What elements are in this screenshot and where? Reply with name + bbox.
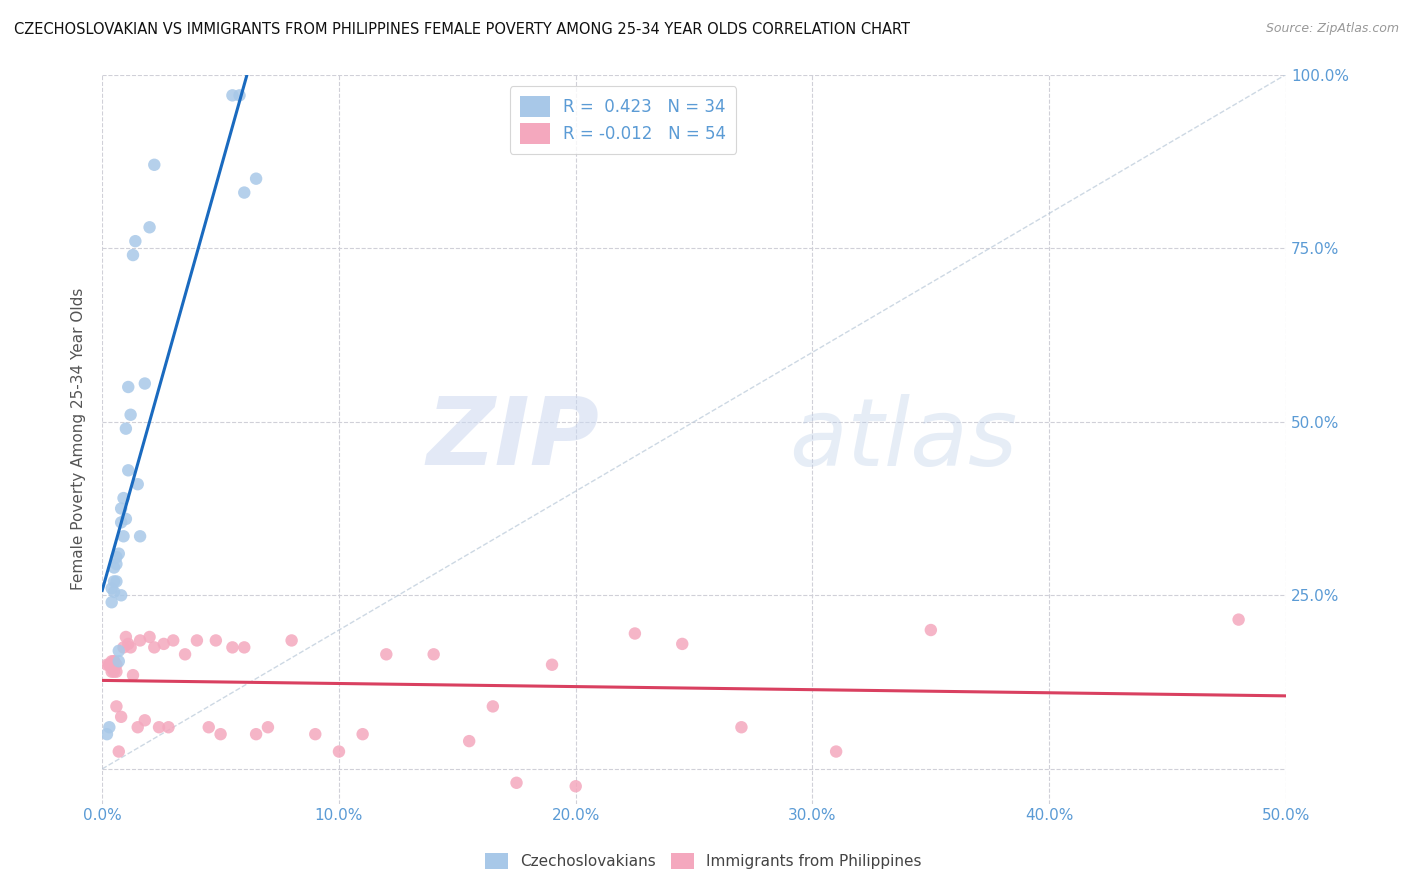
Point — [671, 637, 693, 651]
Point — [120, 640, 142, 655]
Point — [103, 665, 125, 679]
Point — [152, 637, 174, 651]
Point — [233, 186, 256, 200]
Point — [112, 640, 135, 655]
Point — [122, 668, 145, 682]
Legend: R =  0.423   N = 34, R = -0.012   N = 54: R = 0.423 N = 34, R = -0.012 N = 54 — [510, 87, 737, 153]
Point — [138, 630, 160, 644]
Point — [115, 422, 138, 436]
Point — [143, 158, 166, 172]
Text: CZECHOSLOVAKIAN VS IMMIGRANTS FROM PHILIPPINES FEMALE POVERTY AMONG 25-34 YEAR O: CZECHOSLOVAKIAN VS IMMIGRANTS FROM PHILI… — [14, 22, 910, 37]
Point — [105, 657, 128, 672]
Point — [221, 640, 243, 655]
Point — [134, 376, 156, 391]
Point — [112, 491, 135, 505]
Point — [280, 633, 302, 648]
Point — [209, 727, 232, 741]
Point — [107, 547, 129, 561]
Point — [127, 720, 149, 734]
Point — [107, 654, 129, 668]
Point — [825, 745, 848, 759]
Point — [107, 745, 129, 759]
Point — [1227, 613, 1250, 627]
Point — [148, 720, 170, 734]
Point — [422, 648, 444, 662]
Point — [103, 584, 125, 599]
Point — [134, 714, 156, 728]
Point — [115, 630, 138, 644]
Point — [105, 699, 128, 714]
Point — [129, 529, 152, 543]
Legend: Czechoslovakians, Immigrants from Philippines: Czechoslovakians, Immigrants from Philip… — [478, 847, 928, 875]
Point — [120, 408, 142, 422]
Point — [110, 588, 132, 602]
Point — [117, 637, 139, 651]
Point — [564, 779, 586, 793]
Text: atlas: atlas — [789, 393, 1017, 484]
Point — [228, 88, 250, 103]
Point — [352, 727, 374, 741]
Point — [186, 633, 208, 648]
Point — [110, 710, 132, 724]
Point — [103, 560, 125, 574]
Point — [112, 529, 135, 543]
Point — [115, 512, 138, 526]
Text: ZIP: ZIP — [426, 393, 599, 485]
Point — [105, 550, 128, 565]
Point — [197, 720, 219, 734]
Point — [117, 463, 139, 477]
Point — [98, 720, 121, 734]
Point — [920, 623, 942, 637]
Point — [245, 727, 267, 741]
Point — [100, 654, 122, 668]
Point — [375, 648, 398, 662]
Point — [205, 633, 228, 648]
Point — [110, 501, 132, 516]
Point — [100, 595, 122, 609]
Point — [96, 657, 118, 672]
Point — [110, 516, 132, 530]
Point — [117, 380, 139, 394]
Text: Source: ZipAtlas.com: Source: ZipAtlas.com — [1265, 22, 1399, 36]
Point — [482, 699, 505, 714]
Point — [221, 88, 243, 103]
Point — [105, 665, 128, 679]
Point — [124, 234, 146, 248]
Point — [458, 734, 481, 748]
Point — [122, 248, 145, 262]
Point — [157, 720, 180, 734]
Point — [105, 557, 128, 571]
Point — [304, 727, 326, 741]
Point — [257, 720, 280, 734]
Point — [103, 654, 125, 668]
Point — [100, 665, 122, 679]
Point — [328, 745, 350, 759]
Point — [245, 171, 267, 186]
Point — [541, 657, 564, 672]
Point — [98, 657, 121, 672]
Point — [103, 574, 125, 589]
Point — [127, 477, 149, 491]
Point — [98, 657, 121, 672]
Point — [107, 644, 129, 658]
Point — [100, 582, 122, 596]
Point — [138, 220, 160, 235]
Point — [100, 661, 122, 675]
Point — [105, 574, 128, 589]
Point — [96, 727, 118, 741]
Point — [730, 720, 752, 734]
Point — [624, 626, 647, 640]
Point — [143, 640, 166, 655]
Point — [129, 633, 152, 648]
Point — [174, 648, 197, 662]
Point — [103, 654, 125, 668]
Point — [162, 633, 184, 648]
Y-axis label: Female Poverty Among 25-34 Year Olds: Female Poverty Among 25-34 Year Olds — [72, 288, 86, 591]
Point — [233, 640, 256, 655]
Point — [505, 776, 527, 790]
